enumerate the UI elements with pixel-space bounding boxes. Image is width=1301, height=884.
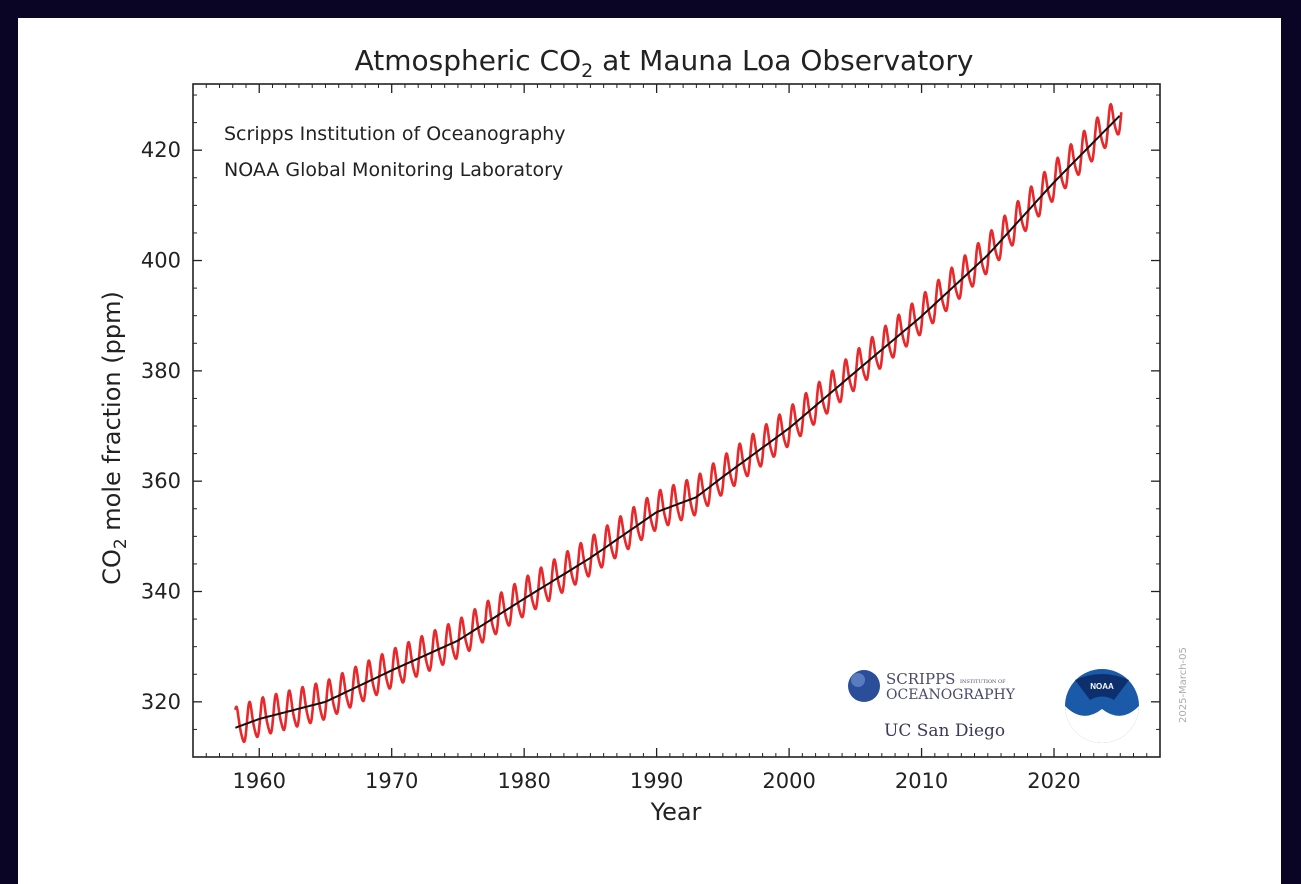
y-tick-label: 380 bbox=[141, 359, 181, 383]
y-axis-label: CO2 mole fraction (ppm) bbox=[98, 291, 131, 585]
scripps-oceanography: OCEANOGRAPHY bbox=[886, 687, 1016, 703]
scripps-globe-icon bbox=[848, 670, 880, 702]
x-tick-label: 1990 bbox=[630, 769, 683, 793]
chart-title: Atmospheric CO2 at Mauna Loa Observatory bbox=[355, 44, 974, 82]
chart-frame: Atmospheric CO2 at Mauna Loa Observatory… bbox=[18, 18, 1281, 884]
scripps-logo: SCRIPPS INSTITUTION OF OCEANOGRAPHY UC S… bbox=[848, 670, 1016, 741]
x-axis-label: Year bbox=[650, 798, 702, 826]
series-monthly-line bbox=[234, 102, 1123, 744]
title-main: Atmospheric CO bbox=[355, 44, 582, 77]
date-stamp: 2025-March-05 bbox=[1178, 647, 1189, 723]
series-trend-line bbox=[235, 115, 1121, 729]
noaa-label: NOAA bbox=[1090, 682, 1114, 691]
ucsd-name: UC San Diego bbox=[884, 721, 1005, 741]
y-tick-label: 360 bbox=[141, 469, 181, 493]
y-tick-label: 340 bbox=[141, 580, 181, 604]
title-rest: at Mauna Loa Observatory bbox=[593, 44, 973, 77]
y-tick-label: 400 bbox=[141, 249, 181, 273]
noaa-bird-wing bbox=[1075, 674, 1129, 700]
y-tick-label: 320 bbox=[141, 690, 181, 714]
plot-border bbox=[192, 83, 1161, 758]
series-layer bbox=[234, 102, 1123, 744]
ylabel-rest: mole fraction (ppm) bbox=[98, 291, 126, 538]
x-tick-label: 1980 bbox=[497, 769, 550, 793]
ylabel-subscript: 2 bbox=[111, 538, 131, 549]
scripps-name: SCRIPPS bbox=[886, 670, 955, 688]
co2-chart: Atmospheric CO2 at Mauna Loa Observatory… bbox=[98, 44, 1189, 826]
x-tick-label: 2020 bbox=[1027, 769, 1080, 793]
scripps-globe-highlight bbox=[851, 673, 865, 687]
noaa-logo: NOAA bbox=[1065, 669, 1139, 743]
annotation-scripps: Scripps Institution of Oceanography bbox=[224, 123, 565, 145]
title-subscript: 2 bbox=[581, 60, 593, 82]
x-tick-label: 2000 bbox=[762, 769, 815, 793]
x-tick-label: 1960 bbox=[233, 769, 286, 793]
x-tick-label: 1970 bbox=[365, 769, 418, 793]
scripps-institution: INSTITUTION OF bbox=[960, 679, 1006, 685]
ticks-layer: 1960 1970 1980 1990 2000 2010 2020 320 340 360 380… bbox=[141, 84, 1161, 793]
x-tick-label: 2010 bbox=[895, 769, 948, 793]
ylabel-main: CO bbox=[98, 549, 126, 585]
y-tick-label: 420 bbox=[141, 138, 181, 162]
annotation-noaa: NOAA Global Monitoring Laboratory bbox=[224, 159, 563, 181]
noaa-bird-icon bbox=[1065, 706, 1139, 743]
